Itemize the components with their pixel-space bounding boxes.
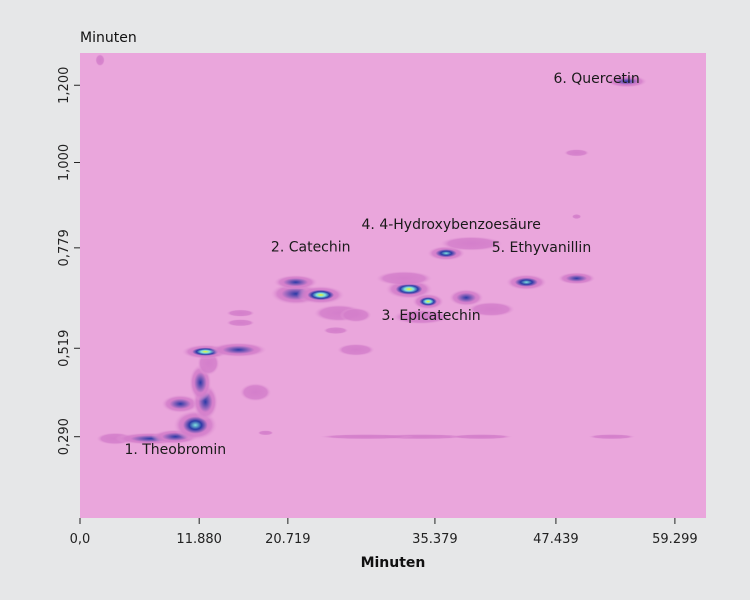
- heatmap-peak: [209, 342, 268, 358]
- y-tick-label: 1,200: [57, 67, 72, 104]
- heatmap-peak: [336, 343, 376, 356]
- heatmap-peak: [587, 434, 636, 440]
- heatmap-peak: [317, 434, 415, 440]
- peak-annotation: 5. Ethyvanillin: [492, 240, 591, 256]
- y-tick-label: 0,779: [57, 229, 72, 266]
- peak-annotation: 6. Quercetin: [553, 71, 639, 87]
- heatmap-peak: [449, 434, 514, 440]
- y-tick-label: 0,290: [57, 418, 72, 455]
- heatmap-peak: [392, 309, 450, 325]
- x-axis-title: Minuten: [361, 555, 426, 571]
- heatmap-peak: [505, 274, 548, 291]
- x-tick-label: 20.719: [265, 532, 311, 547]
- y-tick-label: 1,000: [57, 144, 72, 181]
- heatmap-peak: [296, 285, 345, 305]
- heatmap-peak: [339, 307, 372, 323]
- heatmap-peak: [467, 301, 516, 317]
- heatmap-peak: [95, 53, 105, 67]
- heatmap-peak: [412, 293, 445, 310]
- heatmap-peak: [448, 289, 484, 307]
- y-axis-title: Minuten: [80, 30, 137, 46]
- heatmap-peak: [605, 75, 648, 88]
- axis-ticks: 0,0 11.880 20.719 35.379 47.439 59.299 0,290 0,…: [57, 67, 698, 547]
- heatmap-peak: [557, 272, 596, 285]
- x-tick-label: 0,0: [70, 532, 91, 547]
- heatmap-peak: [563, 149, 590, 157]
- peak-annotation: 1. Theobromin: [124, 442, 226, 458]
- y-tick-label: 0,519: [57, 330, 72, 367]
- x-tick-label: 11.880: [176, 532, 222, 547]
- peak-annotation: 2. Catechin: [271, 239, 351, 255]
- peak-annotation: 3. Epicatechin: [382, 308, 481, 324]
- peak-annotation: 4. 4-Hydroxybenzoesäure: [362, 217, 541, 233]
- heatmap-layer: [95, 53, 648, 445]
- heatmap-peak: [257, 430, 274, 436]
- heatmap-peak: [161, 394, 200, 414]
- heatmap-peak: [322, 326, 349, 335]
- heatmap-peak: [226, 309, 255, 317]
- heatmap-peak: [439, 236, 504, 252]
- x-tick-label: 47.439: [533, 532, 579, 547]
- x-tick-label: 35.379: [412, 532, 458, 547]
- heatmap-peak: [375, 270, 433, 286]
- heatmap-peak: [226, 319, 255, 327]
- heatmap-peak: [239, 383, 272, 402]
- heatmap-peak: [571, 214, 582, 220]
- heatmap-peak: [273, 274, 319, 290]
- peak-labels: 1. Theobromin 2. Catechin 3. Epicatechin 4.…: [124, 71, 639, 458]
- x-tick-label: 59.299: [652, 532, 698, 547]
